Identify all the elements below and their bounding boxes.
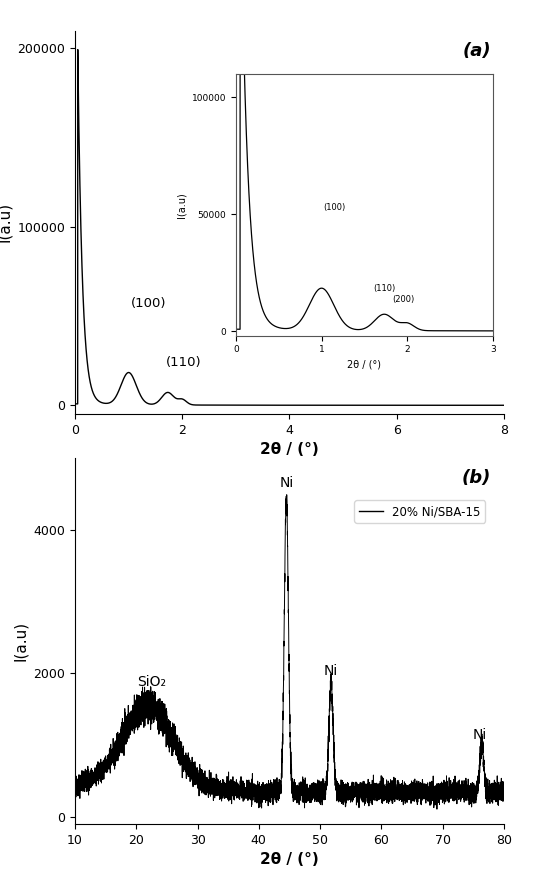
Text: (100): (100) [323,202,346,212]
Text: (200): (200) [392,295,414,303]
Text: Ni: Ni [472,728,487,742]
Y-axis label: I(a.u): I(a.u) [176,192,186,218]
Text: (110): (110) [373,284,396,293]
Text: (100): (100) [131,297,167,310]
X-axis label: 2θ / (°): 2θ / (°) [260,852,319,868]
Text: (a): (a) [463,42,491,60]
Legend: 20% Ni/SBA-15: 20% Ni/SBA-15 [354,501,485,523]
Y-axis label: I(a.u): I(a.u) [0,202,12,242]
Y-axis label: I(a.u): I(a.u) [13,621,28,661]
Text: SiO₂: SiO₂ [137,675,166,689]
Text: Ni: Ni [324,664,338,678]
Text: Ni: Ni [279,475,294,489]
Text: (b): (b) [461,469,491,487]
X-axis label: 2θ / (°): 2θ / (°) [260,442,319,458]
Text: (110): (110) [166,356,202,369]
X-axis label: 2θ / (°): 2θ / (°) [347,360,382,370]
